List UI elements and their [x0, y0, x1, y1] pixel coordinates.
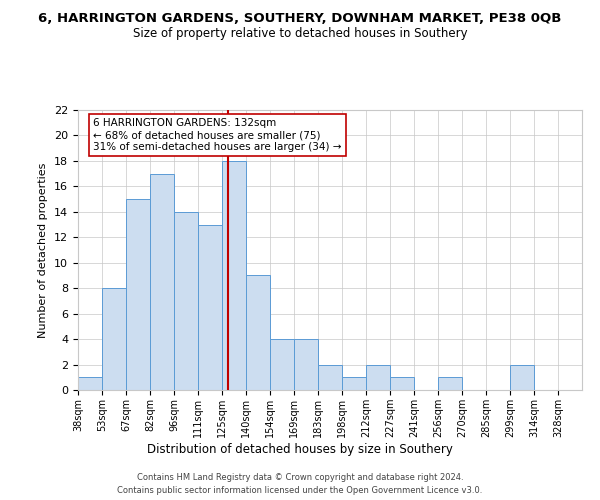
Bar — [222, 161, 246, 390]
Text: 6 HARRINGTON GARDENS: 132sqm
← 68% of detached houses are smaller (75)
31% of se: 6 HARRINGTON GARDENS: 132sqm ← 68% of de… — [93, 118, 341, 152]
Text: Size of property relative to detached houses in Southery: Size of property relative to detached ho… — [133, 28, 467, 40]
Bar — [342, 378, 366, 390]
Bar — [198, 224, 222, 390]
Bar — [510, 364, 534, 390]
Text: Contains HM Land Registry data © Crown copyright and database right 2024.: Contains HM Land Registry data © Crown c… — [137, 472, 463, 482]
Bar — [366, 364, 390, 390]
Text: Contains public sector information licensed under the Open Government Licence v3: Contains public sector information licen… — [118, 486, 482, 495]
Bar — [438, 378, 462, 390]
Text: Distribution of detached houses by size in Southery: Distribution of detached houses by size … — [147, 442, 453, 456]
Bar — [102, 288, 126, 390]
Bar — [270, 339, 294, 390]
Bar — [78, 378, 102, 390]
Bar — [318, 364, 342, 390]
Bar — [390, 378, 414, 390]
Bar — [246, 276, 270, 390]
Bar — [126, 199, 150, 390]
Bar — [174, 212, 198, 390]
Bar — [150, 174, 174, 390]
Bar — [294, 339, 318, 390]
Text: 6, HARRINGTON GARDENS, SOUTHERY, DOWNHAM MARKET, PE38 0QB: 6, HARRINGTON GARDENS, SOUTHERY, DOWNHAM… — [38, 12, 562, 26]
Y-axis label: Number of detached properties: Number of detached properties — [38, 162, 49, 338]
